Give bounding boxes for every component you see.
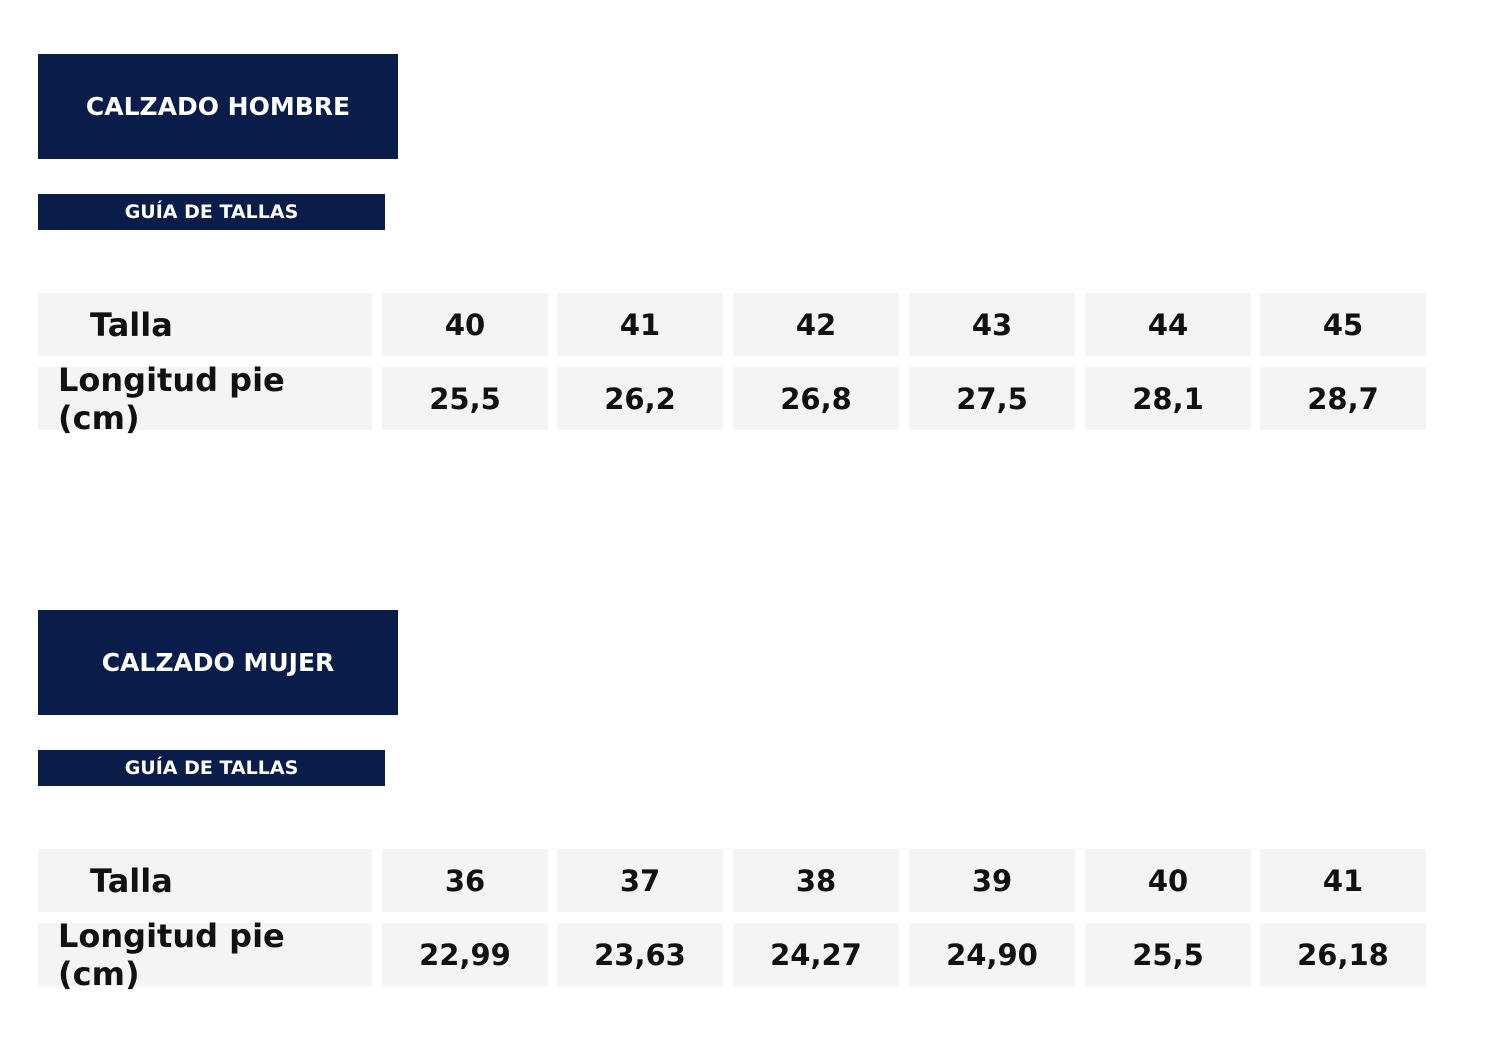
size-value: 44 bbox=[1085, 293, 1251, 356]
section-subtitle: GUÍA DE TALLAS bbox=[38, 194, 385, 230]
section-title: CALZADO MUJER bbox=[38, 610, 398, 715]
size-value: 36 bbox=[382, 849, 548, 912]
size-value: 40 bbox=[382, 293, 548, 356]
size-value: 22,99 bbox=[382, 923, 548, 986]
size-value: 28,1 bbox=[1085, 367, 1251, 430]
size-value: 40 bbox=[1085, 849, 1251, 912]
size-value: 26,18 bbox=[1260, 923, 1426, 986]
section-title: CALZADO HOMBRE bbox=[38, 54, 398, 159]
size-value: 25,5 bbox=[382, 367, 548, 430]
size-value: 43 bbox=[909, 293, 1075, 356]
size-value: 26,2 bbox=[557, 367, 723, 430]
size-value: 23,63 bbox=[557, 923, 723, 986]
size-value: 26,8 bbox=[733, 367, 899, 430]
size-value: 24,27 bbox=[733, 923, 899, 986]
size-value: 27,5 bbox=[909, 367, 1075, 430]
row-label: Talla bbox=[38, 849, 372, 912]
row-label: Talla bbox=[38, 293, 372, 356]
size-value: 28,7 bbox=[1260, 367, 1426, 430]
size-value: 45 bbox=[1260, 293, 1426, 356]
section-subtitle: GUÍA DE TALLAS bbox=[38, 750, 385, 786]
size-value: 41 bbox=[557, 293, 723, 356]
size-value: 39 bbox=[909, 849, 1075, 912]
size-value: 24,90 bbox=[909, 923, 1075, 986]
row-label: Longitud pie (cm) bbox=[38, 361, 372, 437]
size-value: 42 bbox=[733, 293, 899, 356]
size-value: 38 bbox=[733, 849, 899, 912]
size-value: 41 bbox=[1260, 849, 1426, 912]
size-value: 25,5 bbox=[1085, 923, 1251, 986]
size-value: 37 bbox=[557, 849, 723, 912]
row-label: Longitud pie (cm) bbox=[38, 917, 372, 993]
